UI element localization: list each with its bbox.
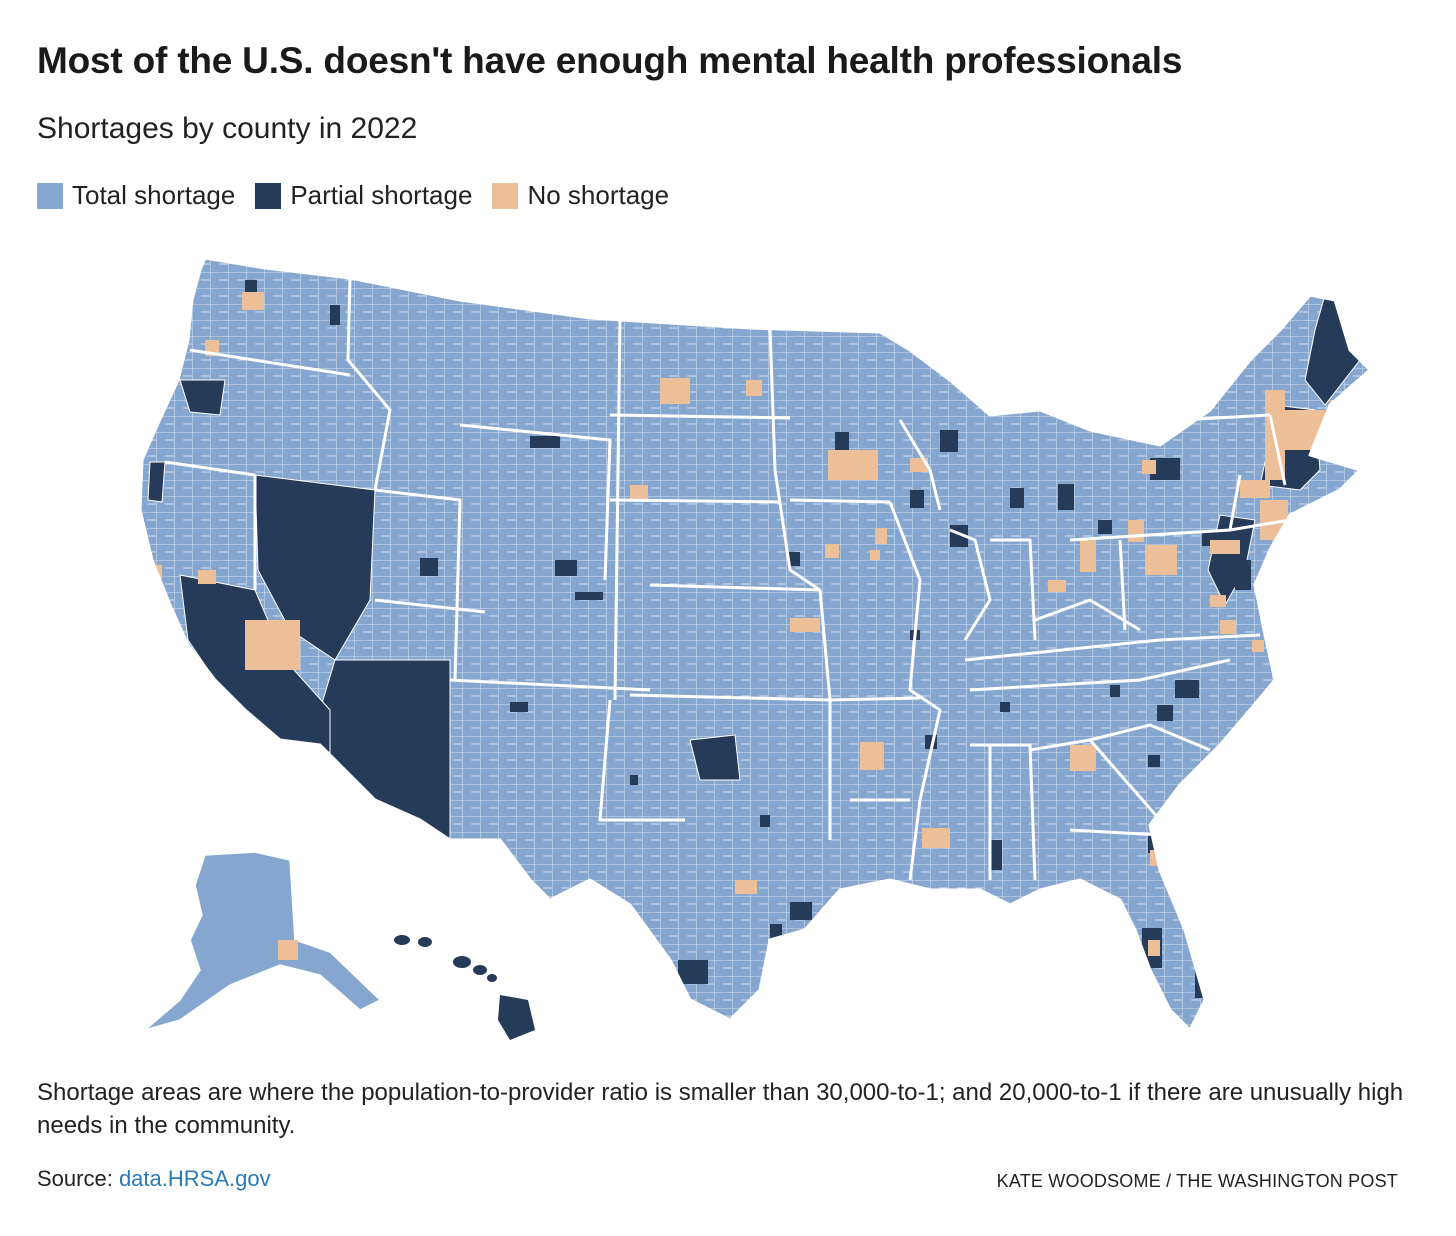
us-county-shortage-map (138, 256, 1372, 1040)
source-link[interactable]: data.HRSA.gov (118, 1166, 271, 1191)
no-shortage-counties (150, 292, 1348, 956)
legend-label-partial: Partial shortage (290, 180, 473, 210)
legend-swatch-total (37, 182, 63, 209)
legend-item-none: No shortage (492, 180, 669, 211)
legend-item-partial: Partial shortage (255, 180, 472, 211)
partial-shortage-regions (147, 294, 1361, 841)
state-borders (138, 256, 1372, 1032)
partial-shortage-counties (245, 280, 1251, 1030)
source-line: Source: data.HRSA.gov (37, 1166, 271, 1192)
legend-label-none: No shortage (527, 180, 670, 210)
credit: KATE WOODSOME / THE WASHINGTON POST (996, 1171, 1398, 1191)
hawaii (394, 935, 535, 1040)
legend-label-total: Total shortage (72, 180, 236, 210)
chart-subtitle: Shortages by county in 2022 (37, 112, 418, 145)
legend: Total shortage Partial shortage No short… (37, 180, 669, 211)
legend-swatch-partial (255, 182, 282, 209)
alaska (144, 851, 382, 1031)
footnote: Shortage areas are where the population-… (37, 1079, 1404, 1139)
legend-swatch-none (492, 182, 519, 209)
chart-title: Most of the U.S. doesn't have enough men… (37, 40, 1183, 81)
legend-item-total: Total shortage (37, 180, 235, 211)
source-prefix: Source: (37, 1166, 119, 1191)
